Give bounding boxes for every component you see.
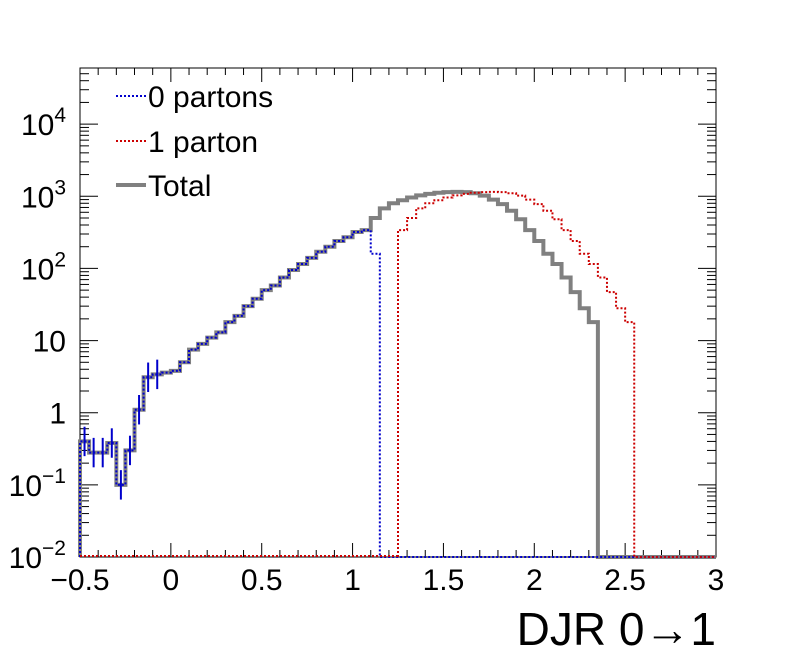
x-tick-label: 1 [344, 564, 361, 597]
x-tick-label: 1.5 [423, 564, 465, 597]
legend-label: 0 partons [148, 81, 273, 114]
legend-label: Total [148, 170, 211, 203]
y-tick-label: 10−2 [9, 537, 66, 575]
x-tick-label: 2.5 [604, 564, 646, 597]
legend-label: 1 parton [148, 126, 258, 159]
x-tick-label: −0.5 [50, 564, 109, 597]
x-tick-label: 3 [708, 564, 725, 597]
y-tick-label: 102 [21, 248, 66, 286]
series-1-parton [397, 190, 716, 558]
y-tick-label: 10−1 [9, 465, 66, 503]
x-tick-label: 0 [163, 564, 180, 597]
x-tick-label: 2 [526, 564, 543, 597]
y-tick-label: 104 [21, 104, 66, 142]
y-tick-label: 1 [49, 398, 66, 431]
legend: 0 partons 1 parton Total [116, 81, 273, 203]
x-tick-label: 0.5 [241, 564, 283, 597]
series-layer [78, 189, 716, 559]
series-0-partons [79, 229, 716, 558]
tick-labels: −0.5 0 0.5 1 1.5 2 2.5 3 10−2 10−1 1 10 102 103 104 [9, 104, 725, 597]
y-tick-label: 103 [21, 176, 66, 214]
x-axis-title: DJR 0→1 [517, 603, 716, 655]
y-tick-label: 10 [33, 326, 66, 359]
